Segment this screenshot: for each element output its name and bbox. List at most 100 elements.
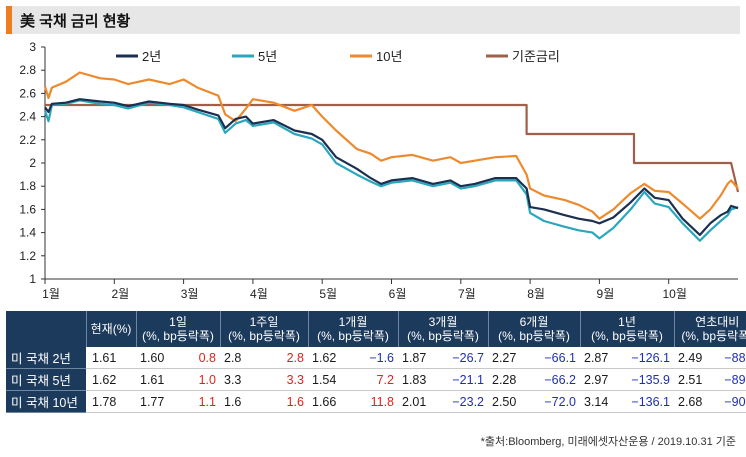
rate-value: 2.8 bbox=[220, 347, 268, 369]
title-accent bbox=[6, 6, 12, 34]
x-tick-label: 8월 bbox=[527, 287, 545, 301]
row-label: 미 국채 2년 bbox=[6, 347, 86, 369]
table-row: 미 국채 2년 1.61 1.60 0.8 2.8 2.8 1.62 −1.6 1.87 −26.… bbox=[6, 347, 746, 369]
legend-label: 기준금리 bbox=[512, 49, 560, 64]
series-line-10년 bbox=[43, 71, 739, 220]
x-tick-label: 10월 bbox=[663, 287, 687, 301]
header-subline: (%, bp등락폭) bbox=[591, 329, 663, 343]
bp-change: 2.8 bbox=[268, 347, 308, 369]
header-subline: (%, bp등락폭) bbox=[228, 329, 300, 343]
bp-change: −66.1 bbox=[532, 347, 580, 369]
bp-change: −90.2 bbox=[718, 390, 746, 413]
header-line: 1일 bbox=[169, 315, 187, 329]
bp-change: −126.1 bbox=[624, 347, 674, 369]
rate-value: 2.68 bbox=[674, 390, 718, 413]
rate-value: 2.49 bbox=[674, 347, 718, 369]
x-tick-label: 7월 bbox=[458, 287, 476, 301]
bp-change: 1.1 bbox=[180, 390, 220, 413]
rate-chart: 1 1.2 1.4 1.6 1.8 2 2.2 2.4 2.6 2.8 3 1월 2월 3월 4월 5월 6월 7… bbox=[19, 40, 740, 301]
rates-table: 현재(%) 1일 (%, bp등락폭) 1주일 (%, bp등락폭) 1개월 (%, bp등… bbox=[6, 311, 746, 413]
x-tick-label: 4월 bbox=[250, 287, 268, 301]
rate-value: 2.50 bbox=[488, 390, 532, 413]
y-tick-label: 2.2 bbox=[19, 133, 36, 147]
title-bar: 美 국채 금리 현황 bbox=[6, 6, 740, 34]
header-line: 1년 bbox=[618, 315, 636, 329]
rate-value: 3.14 bbox=[580, 390, 624, 413]
y-tick-label: 1.2 bbox=[19, 249, 36, 263]
bp-change: −21.1 bbox=[446, 368, 488, 391]
column-header: 현재(%) bbox=[85, 311, 136, 347]
bp-change: 11.8 bbox=[356, 390, 398, 413]
rate-value: 1.61 bbox=[136, 368, 180, 391]
legend-label: 2년 bbox=[142, 49, 161, 64]
rate-value: 1.66 bbox=[308, 390, 356, 413]
header-subline: (%, bp등락폭) bbox=[317, 329, 389, 343]
header-subline: (%, bp등락폭) bbox=[681, 329, 746, 343]
header-line: 1개월 bbox=[338, 315, 368, 329]
bp-change: −135.9 bbox=[624, 368, 674, 391]
rate-value: 3.3 bbox=[220, 368, 268, 391]
series-line-2년 bbox=[44, 98, 739, 236]
column-header: 3개월 (%, bp등락폭) bbox=[397, 311, 488, 347]
column-header: 연초대비 (%, bp등락폭) bbox=[673, 311, 746, 347]
bp-change: 7.2 bbox=[356, 368, 398, 391]
header-line: 1주일 bbox=[249, 315, 279, 329]
row-label: 미 국채 5년 bbox=[6, 368, 86, 391]
header-line: 6개월 bbox=[519, 315, 549, 329]
header-blank bbox=[6, 311, 86, 347]
bp-change: −89.5 bbox=[718, 368, 746, 391]
legend-label: 10년 bbox=[376, 49, 402, 64]
current-value: 1.61 bbox=[86, 347, 136, 369]
x-tick-label: 3월 bbox=[181, 287, 199, 301]
rate-value: 1.54 bbox=[308, 368, 356, 391]
y-tick-label: 2.4 bbox=[19, 110, 36, 124]
rate-value: 2.01 bbox=[398, 390, 446, 413]
bp-change: 0.8 bbox=[180, 347, 220, 369]
bp-change: −88.2 bbox=[718, 347, 746, 369]
y-tick-label: 1.4 bbox=[19, 226, 36, 240]
x-tick-label: 2월 bbox=[111, 287, 129, 301]
bp-change: −136.1 bbox=[624, 390, 674, 413]
y-tick-label: 2.8 bbox=[19, 63, 36, 77]
rate-value: 2.97 bbox=[580, 368, 624, 391]
y-tick-label: 2 bbox=[29, 156, 36, 170]
bp-change: −1.6 bbox=[356, 347, 398, 369]
rate-value: 1.87 bbox=[398, 347, 446, 369]
y-tick-label: 1 bbox=[29, 272, 36, 286]
series-line-기준금리 bbox=[45, 103, 740, 193]
x-tick-label: 9월 bbox=[597, 287, 615, 301]
header-line: 연초대비 bbox=[695, 315, 740, 329]
x-tick-label: 5월 bbox=[319, 287, 337, 301]
rate-value: 2.87 bbox=[580, 347, 624, 369]
rate-value: 2.27 bbox=[488, 347, 532, 369]
column-header: 1일 (%, bp등락폭) bbox=[135, 311, 220, 347]
bp-change: 3.3 bbox=[268, 368, 308, 391]
header-line: 3개월 bbox=[428, 315, 458, 329]
column-header: 1개월 (%, bp등락폭) bbox=[307, 311, 398, 347]
x-tick-label: 6월 bbox=[389, 287, 407, 301]
rate-value: 1.83 bbox=[398, 368, 446, 391]
header-subline: (%, bp등락폭) bbox=[407, 329, 479, 343]
header-subline: (%, bp등락폭) bbox=[142, 329, 214, 343]
bp-change: 1.0 bbox=[180, 368, 220, 391]
y-tick-label: 2.6 bbox=[19, 86, 36, 100]
rate-value: 2.51 bbox=[674, 368, 718, 391]
series-line-5년 bbox=[43, 99, 739, 242]
legend-label: 5년 bbox=[258, 49, 277, 64]
column-header: 1년 (%, bp등락폭) bbox=[579, 311, 674, 347]
rate-value: 1.62 bbox=[308, 347, 356, 369]
y-tick-label: 3 bbox=[29, 40, 36, 54]
column-header: 1주일 (%, bp등락폭) bbox=[219, 311, 308, 347]
rate-value: 1.77 bbox=[136, 390, 180, 413]
table-row: 미 국채 10년 1.78 1.77 1.1 1.6 1.6 1.66 11.8 2.01 −23… bbox=[6, 390, 746, 413]
bp-change: −26.7 bbox=[446, 347, 488, 369]
header-subline: (%, bp등락폭) bbox=[498, 329, 570, 343]
bp-change: 1.6 bbox=[268, 390, 308, 413]
rate-value: 1.60 bbox=[136, 347, 180, 369]
rate-value: 2.28 bbox=[488, 368, 532, 391]
bp-change: −72.0 bbox=[532, 390, 580, 413]
current-value: 1.62 bbox=[86, 368, 136, 391]
page-title: 美 국채 금리 현황 bbox=[20, 12, 131, 30]
table-row: 미 국채 5년 1.62 1.61 1.0 3.3 3.3 1.54 7.2 1.83 −21.1… bbox=[6, 368, 746, 391]
row-label: 미 국채 10년 bbox=[6, 390, 86, 413]
